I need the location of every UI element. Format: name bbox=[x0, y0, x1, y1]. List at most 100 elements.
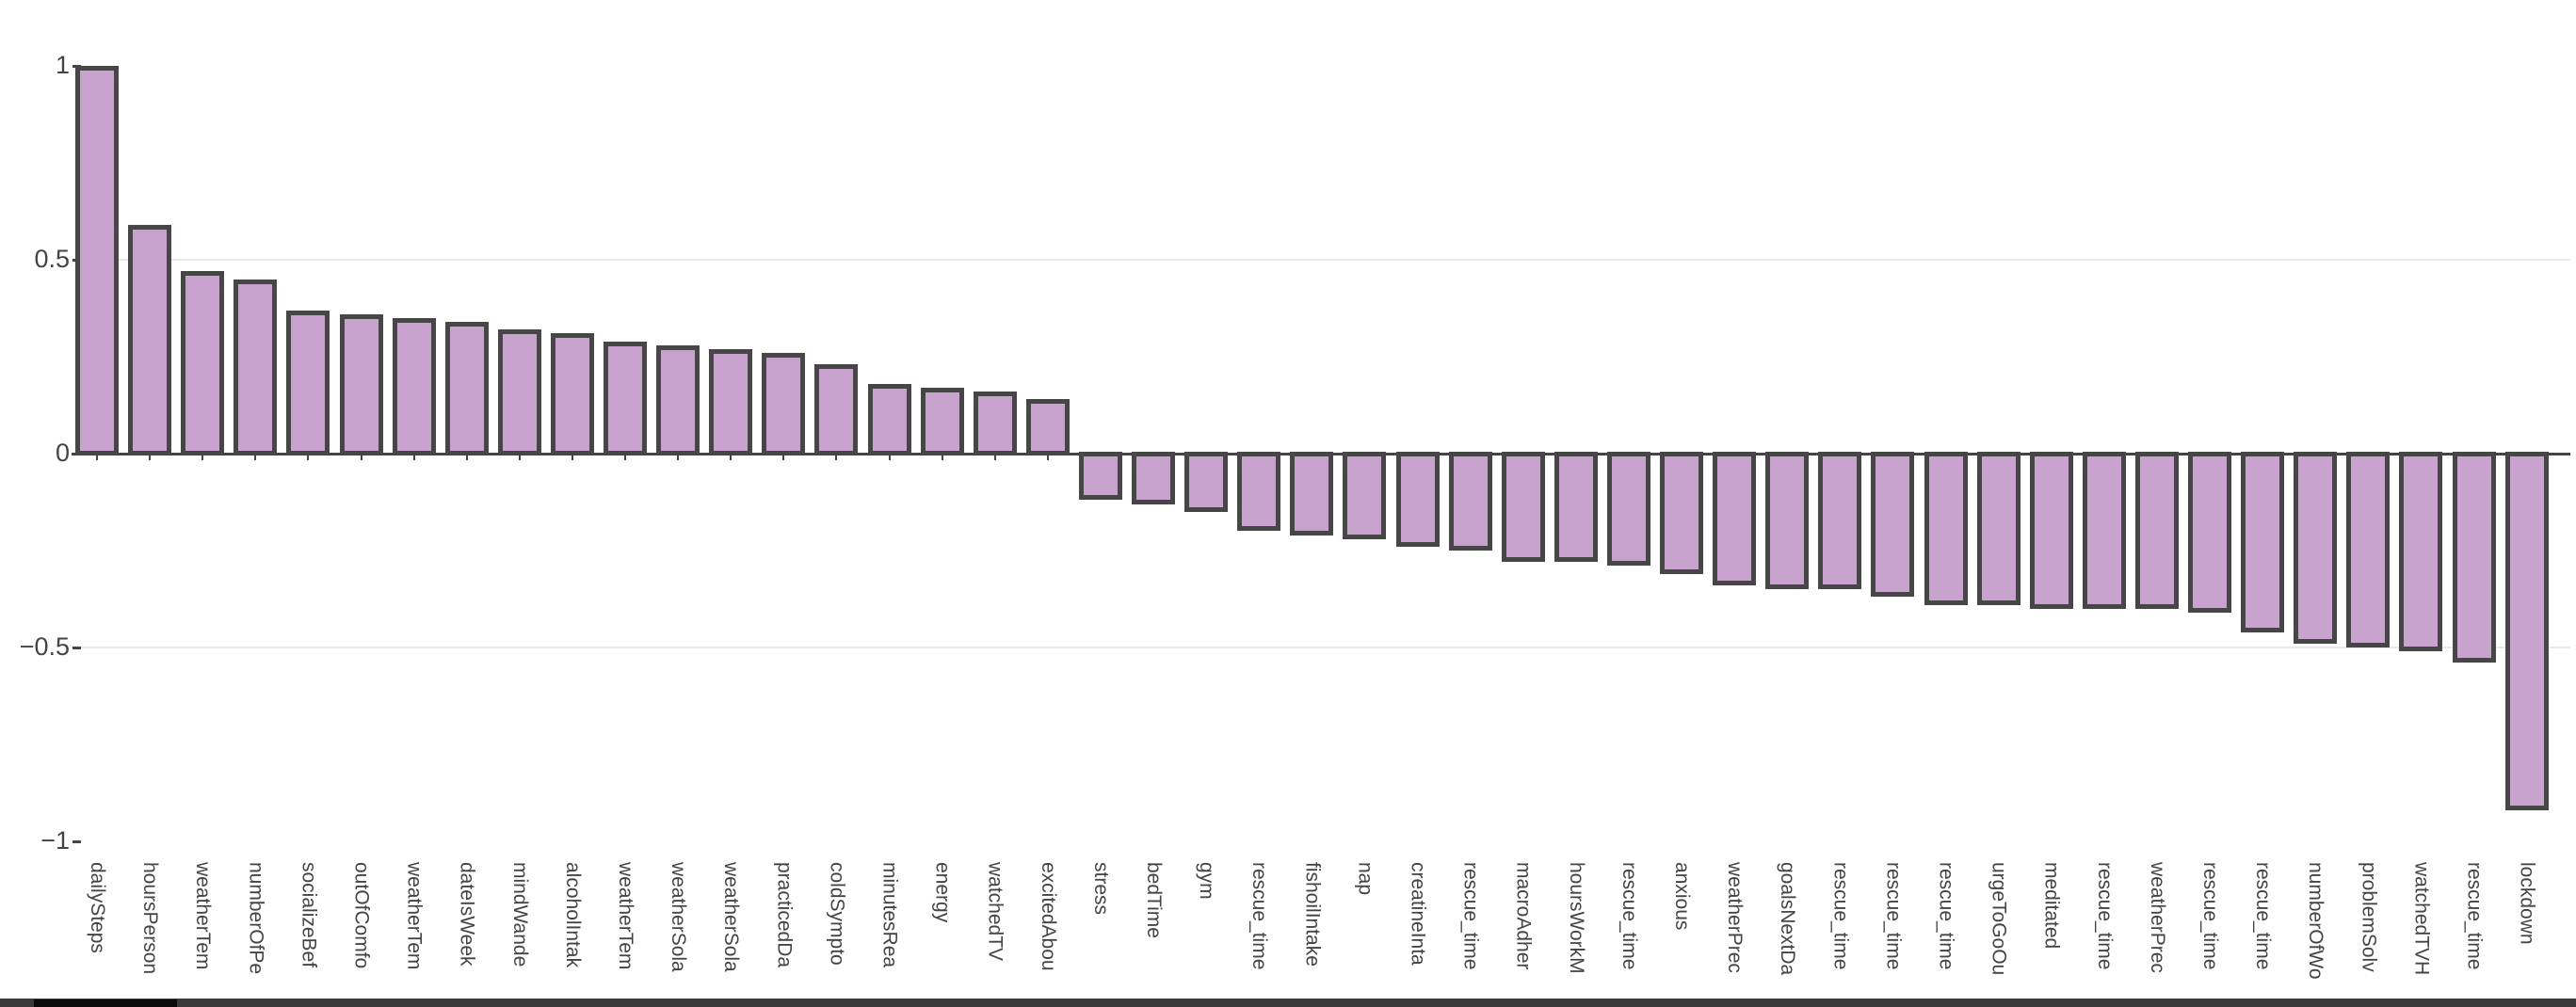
bar-rescue_time[interactable] bbox=[1924, 452, 1968, 605]
x-category-label: weatherTem bbox=[189, 862, 216, 1000]
x-category-label: energy bbox=[929, 862, 956, 1000]
x-axis-tick-mark bbox=[571, 454, 573, 460]
gridline--0.5 bbox=[72, 647, 2570, 648]
bar-creatineInta[interactable] bbox=[1395, 452, 1440, 547]
bar-numberOfWo[interactable] bbox=[2294, 452, 2338, 644]
x-category-label-text: mindWande bbox=[508, 862, 531, 967]
bar-hoursWorkM[interactable] bbox=[1554, 452, 1598, 563]
bar-weatherTem[interactable] bbox=[181, 271, 225, 456]
x-category-label-text: rescue_time bbox=[1882, 862, 1905, 970]
bar-lockdown[interactable] bbox=[2504, 452, 2549, 811]
y-axis-tick-label: 0 bbox=[55, 439, 70, 467]
x-category-label-text: weatherPrec bbox=[2146, 862, 2168, 973]
x-category-label: alcoholIntak bbox=[559, 862, 586, 1000]
bar-weatherSola[interactable] bbox=[656, 344, 700, 456]
x-axis-tick-mark bbox=[835, 454, 838, 460]
x-category-label-text: stress bbox=[1089, 862, 1112, 916]
x-category-label: fishoilIntake bbox=[1298, 862, 1325, 1000]
x-axis-tick-mark bbox=[412, 454, 415, 460]
bar-alcoholIntak[interactable] bbox=[550, 333, 594, 456]
bar-rescue_time[interactable] bbox=[1871, 452, 1915, 598]
bar-excitedAbou[interactable] bbox=[1025, 399, 1070, 456]
x-category-label-text: numberOfPe bbox=[245, 862, 267, 975]
x-category-label: macroAdher bbox=[1510, 862, 1537, 1000]
bar-bedTime[interactable] bbox=[1132, 452, 1175, 504]
x-category-label: minutesRea bbox=[877, 862, 903, 1000]
bar-fishoilIntake[interactable] bbox=[1290, 452, 1334, 535]
bar-outOfComfo[interactable] bbox=[339, 313, 383, 456]
bar-watchedTVH[interactable] bbox=[2399, 452, 2443, 652]
x-axis-tick-mark bbox=[677, 454, 680, 460]
x-category-label: rescue_time bbox=[2091, 862, 2117, 1000]
x-category-label-text: hoursWorkM bbox=[1565, 862, 1587, 974]
x-category-label-text: outOfComfo bbox=[350, 862, 373, 969]
bar-nap[interactable] bbox=[1343, 452, 1387, 539]
bar-minutesRea[interactable] bbox=[867, 383, 911, 456]
x-axis-tick-mark bbox=[624, 454, 626, 460]
bar-urgeToGoOu[interactable] bbox=[1976, 452, 2021, 605]
x-axis-tick-mark bbox=[201, 454, 204, 460]
gridline-0.5 bbox=[72, 259, 2570, 261]
x-category-label-text: creatineInta bbox=[1407, 862, 1429, 966]
x-category-label-text: rescue_time bbox=[1459, 862, 1482, 970]
bar-socializeBef[interactable] bbox=[286, 310, 330, 456]
bar-rescue_time[interactable] bbox=[1448, 452, 1492, 551]
bar-rescue_time[interactable] bbox=[1818, 452, 1862, 590]
bar-stress[interactable] bbox=[1078, 452, 1122, 501]
x-category-label-text: weatherTem bbox=[615, 862, 636, 970]
x-category-label: anxious bbox=[1668, 862, 1695, 1000]
x-category-label-text: rescue_time bbox=[1935, 862, 1957, 970]
x-axis-tick-mark bbox=[465, 454, 468, 460]
x-axis-tick-mark bbox=[518, 454, 521, 460]
y-axis-tick-label: 0.5 bbox=[34, 245, 70, 273]
x-category-label: rescue_time bbox=[1457, 862, 1484, 1000]
x-category-label-text: rescue_time bbox=[1618, 862, 1640, 970]
bar-energy[interactable] bbox=[920, 387, 964, 456]
x-category-label: urgeToGoOu bbox=[1986, 862, 2012, 1000]
x-category-label-text: energy bbox=[931, 862, 954, 923]
bar-watchedTV[interactable] bbox=[973, 392, 1017, 456]
bar-goalsNextDa[interactable] bbox=[1765, 452, 1810, 590]
x-category-label: rescue_time bbox=[1616, 862, 1642, 1000]
x-category-label: problemSolv bbox=[2355, 862, 2381, 1000]
bar-weatherTem[interactable] bbox=[604, 341, 647, 456]
bar-weatherPrec[interactable] bbox=[2134, 452, 2179, 609]
bar-numberOfPe[interactable] bbox=[233, 279, 278, 456]
bar-rescue_time[interactable] bbox=[1237, 452, 1281, 532]
bar-weatherSola[interactable] bbox=[709, 348, 753, 456]
bar-meditated[interactable] bbox=[2029, 452, 2073, 609]
bar-hoursPerson[interactable] bbox=[128, 224, 172, 456]
bar-rescue_time[interactable] bbox=[2188, 452, 2231, 613]
x-category-label: creatineInta bbox=[1405, 862, 1431, 1000]
bar-problemSolv[interactable] bbox=[2346, 452, 2391, 647]
bar-dateIsWeek[interactable] bbox=[444, 321, 489, 456]
x-category-label: rescue_time bbox=[2249, 862, 2276, 1000]
x-category-label: weatherTem bbox=[401, 862, 427, 1000]
x-category-label: weatherPrec bbox=[1721, 862, 1747, 1000]
x-category-label-text: rescue_time bbox=[2093, 862, 2116, 970]
bar-rescue_time[interactable] bbox=[2452, 452, 2496, 663]
bar-anxious[interactable] bbox=[1660, 452, 1703, 574]
bar-weatherPrec[interactable] bbox=[1713, 452, 1757, 586]
x-category-label-text: meditated bbox=[2040, 862, 2063, 950]
bar-gym[interactable] bbox=[1184, 452, 1229, 512]
bar-macroAdher[interactable] bbox=[1501, 452, 1545, 563]
x-axis-tick-mark bbox=[1046, 454, 1049, 460]
bar-rescue_time[interactable] bbox=[2082, 452, 2126, 609]
bar-rescue_time[interactable] bbox=[1606, 452, 1650, 567]
x-category-label: meditated bbox=[2038, 862, 2065, 1000]
bar-mindWande[interactable] bbox=[497, 329, 541, 456]
bar-practicedDa[interactable] bbox=[762, 352, 806, 456]
y-axis-tick-mark bbox=[72, 840, 81, 843]
bar-dailySteps[interactable] bbox=[75, 66, 119, 456]
bar-coldSympto[interactable] bbox=[814, 364, 859, 456]
y-axis-tick-label: 1 bbox=[55, 51, 70, 79]
bar-rescue_time[interactable] bbox=[2241, 452, 2285, 632]
x-category-label-text: alcoholIntak bbox=[561, 862, 584, 968]
bar-weatherTem[interactable] bbox=[392, 317, 436, 456]
y-axis-tick-label: −1 bbox=[40, 826, 70, 855]
x-category-label-text: practicedDa bbox=[773, 862, 796, 968]
x-category-label: excitedAbou bbox=[1035, 862, 1061, 1000]
x-category-label: hoursWorkM bbox=[1563, 862, 1589, 1000]
